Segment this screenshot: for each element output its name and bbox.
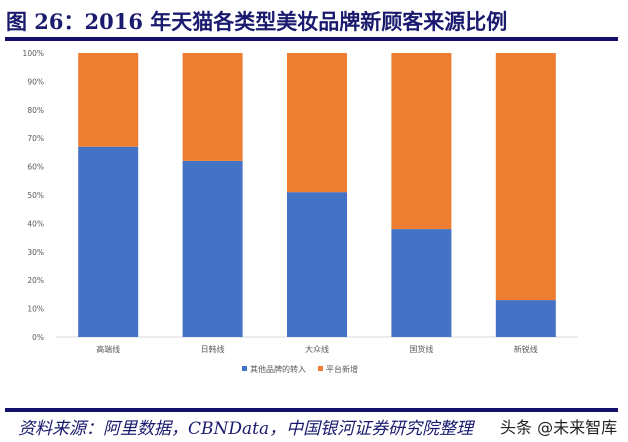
legend-label-1: 平台新增 [326, 364, 358, 374]
y-tick-label: 20% [27, 276, 44, 285]
watermark: 头条 @未来智库 [500, 418, 618, 437]
x-tick-label: 日韩线 [201, 344, 225, 354]
bar-new-2 [287, 53, 347, 193]
y-tick-label: 60% [27, 163, 44, 172]
source-rule [5, 408, 618, 412]
y-tick-label: 70% [27, 134, 44, 143]
bar-new-4 [495, 53, 556, 301]
y-tick-label: 40% [27, 219, 44, 228]
bar-transfer-3 [391, 229, 452, 337]
bar-new-0 [78, 53, 139, 147]
x-tick-label: 高端线 [96, 344, 120, 354]
y-tick-label: 80% [27, 106, 44, 115]
x-tick-label: 大众线 [305, 344, 329, 354]
legend-label-0: 其他品牌的转入 [250, 364, 306, 374]
source-note: 资料来源：阿里数据，CBNData，中国银河证券研究院整理 [18, 419, 474, 439]
bar-new-3 [391, 53, 452, 230]
y-tick-label: 0% [32, 333, 44, 342]
y-tick-label: 100% [23, 49, 44, 58]
bar-transfer-4 [495, 300, 556, 337]
bar-transfer-1 [182, 160, 243, 337]
bar-transfer-2 [287, 192, 347, 337]
bar-new-1 [182, 53, 243, 161]
x-tick-label: 国货线 [409, 344, 433, 354]
stacked-bar-chart: 0% 10% 20% 30% 40% 50% 60% 70% 80% 90% 100% 高端线 日韩线 大… [23, 49, 578, 374]
y-tick-label: 10% [27, 305, 44, 314]
legend-swatch-1 [318, 366, 323, 371]
figure-title: 图 26：2016 年天猫各类型美妆品牌新顾客来源比例 [6, 9, 508, 34]
legend-swatch-0 [242, 366, 247, 371]
y-tick-label: 50% [27, 191, 44, 200]
y-tick-label: 90% [27, 77, 44, 86]
title-rule [5, 37, 618, 41]
y-tick-label: 30% [27, 248, 44, 257]
x-tick-label: 新锐线 [514, 344, 538, 354]
bar-transfer-0 [78, 146, 139, 337]
